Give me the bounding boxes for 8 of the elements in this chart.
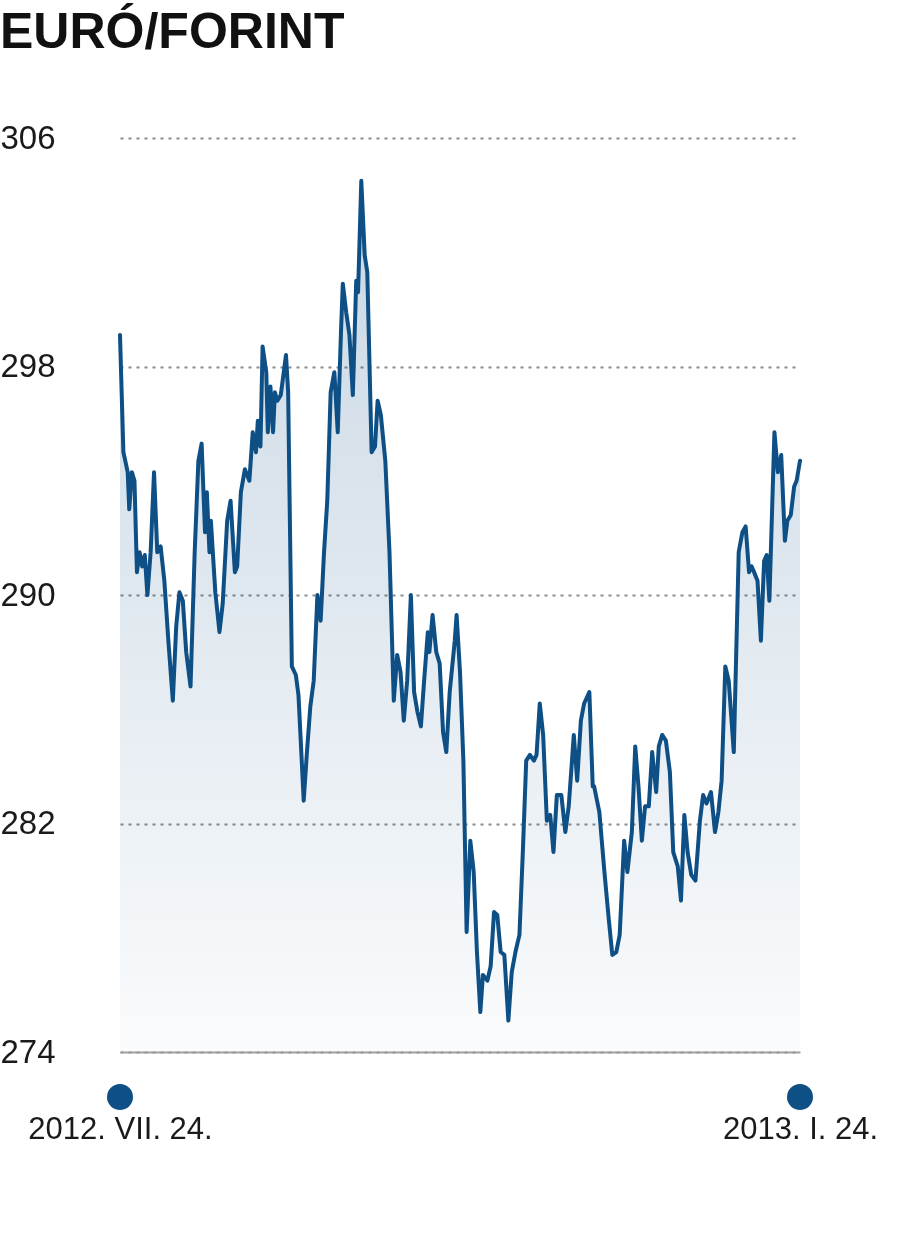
y-tick-label: 274: [0, 1032, 56, 1070]
y-tick-label: 282: [0, 804, 56, 841]
x-tick-label: 2012. VII. 24.: [28, 1110, 213, 1146]
y-tick-label: 290: [0, 575, 56, 613]
y-tick-label: 298: [0, 347, 56, 384]
chart-title: EURÓ/FORINT: [0, 3, 345, 59]
y-tick-label: 306: [0, 118, 56, 156]
x-tick-label: 2013. I. 24.: [722, 1110, 879, 1146]
